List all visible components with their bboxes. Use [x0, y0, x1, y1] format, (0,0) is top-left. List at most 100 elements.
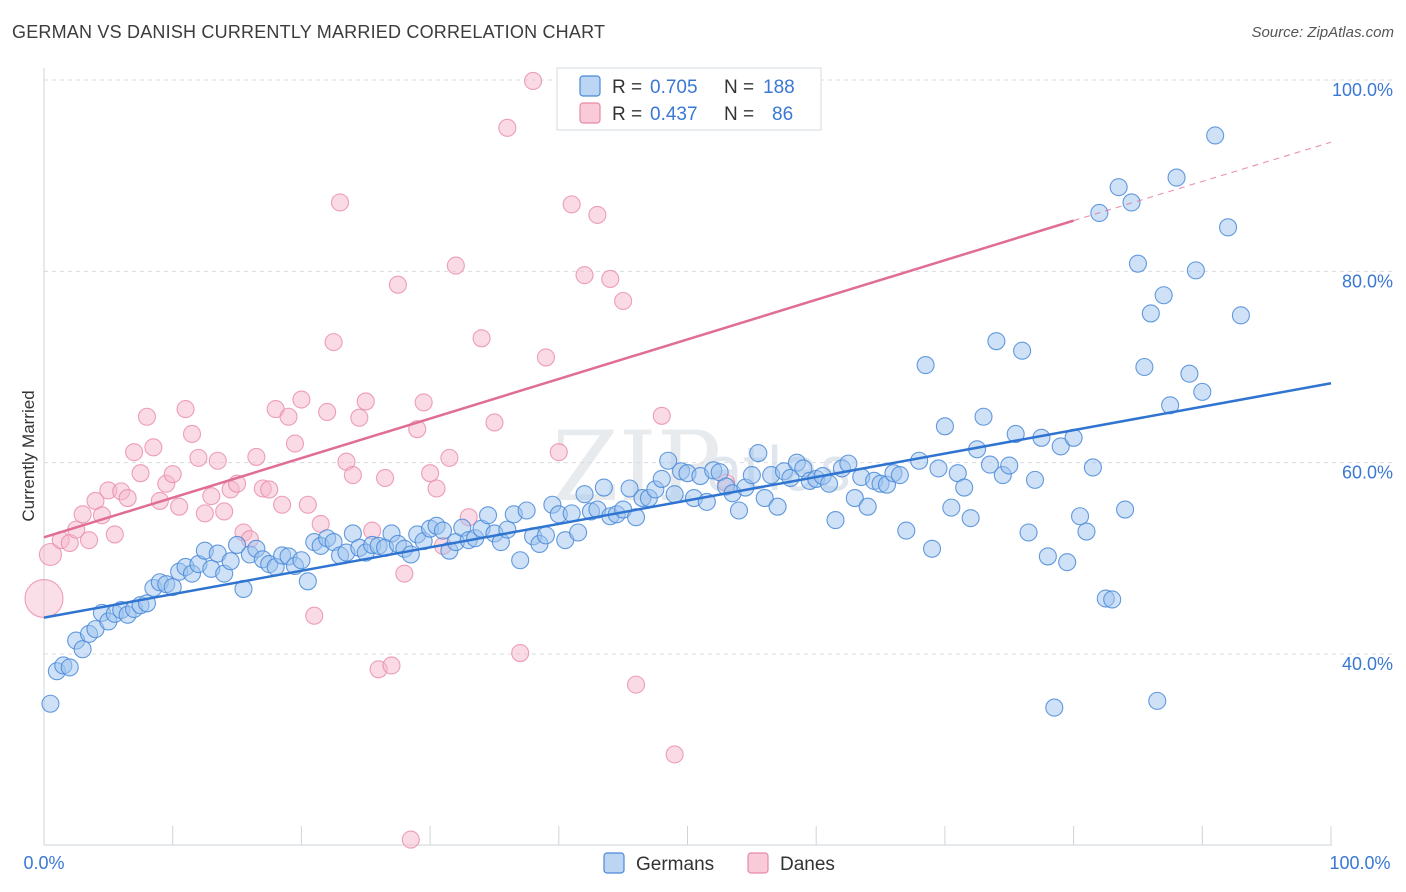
germans-point: [659, 451, 678, 470]
germans-point: [922, 539, 942, 558]
germans-point: [536, 526, 555, 545]
germans-point: [820, 474, 839, 493]
danes-point: [79, 531, 99, 550]
y-tick-labels: 40.0% 60.0% 80.0% 100.0%: [1332, 80, 1393, 674]
danes-point: [665, 745, 684, 764]
germans-point: [935, 417, 954, 436]
germans-point: [845, 489, 864, 508]
danes-point: [247, 447, 266, 466]
germans-point: [569, 523, 588, 542]
germans-point: [826, 511, 845, 530]
danes-r-label: R =: [612, 104, 642, 125]
danes-trend-extension: [1073, 141, 1332, 222]
danes-point: [549, 443, 568, 462]
germans-r-value: 0.705: [650, 77, 698, 98]
danes-series-swatch: [747, 852, 769, 874]
danes-trend-line: [43, 219, 1074, 539]
danes-point: [298, 495, 317, 514]
danes-point: [511, 643, 530, 663]
danes-point: [350, 408, 369, 427]
danes-r-value: 0.437: [650, 104, 698, 125]
danes-point: [401, 830, 420, 849]
danes-point: [202, 487, 221, 506]
germans-point: [228, 535, 247, 554]
germans-point: [749, 444, 768, 463]
danes-point: [536, 348, 555, 367]
germans-point: [298, 572, 317, 591]
danes-point: [395, 564, 414, 583]
danes-point: [260, 480, 279, 499]
chart-title: GERMAN VS DANISH CURRENTLY MARRIED CORRE…: [12, 22, 606, 42]
danes-point: [575, 266, 594, 285]
danes-point: [208, 451, 227, 470]
germans-point: [73, 640, 92, 659]
germans-point: [1186, 261, 1205, 280]
danes-point: [382, 656, 401, 675]
germans-point: [910, 451, 929, 470]
danes-point: [131, 464, 150, 483]
danes-point: [376, 468, 395, 488]
germans-point: [1154, 286, 1173, 305]
germans-point: [987, 332, 1006, 351]
germans-point: [1218, 218, 1238, 237]
danes-point: [105, 525, 124, 544]
germans-point: [768, 497, 787, 516]
danes-point: [421, 464, 440, 483]
germans-point: [665, 485, 684, 504]
danes-point: [485, 413, 504, 432]
germans-point: [897, 521, 916, 540]
germans-point: [1070, 507, 1090, 526]
danes-point: [446, 256, 465, 275]
danes-point: [524, 71, 543, 91]
series-legend: Germans Danes: [603, 852, 835, 875]
danes-point: [440, 448, 459, 467]
germans-point: [961, 509, 980, 528]
danes-point: [414, 393, 433, 412]
germans-point: [1077, 522, 1096, 541]
germans-point: [575, 485, 594, 504]
germans-point: [1103, 590, 1122, 609]
danes-n-value: 86: [772, 104, 793, 125]
danes-point: [163, 465, 182, 484]
trend-lines: [43, 141, 1332, 619]
danes-point: [330, 193, 350, 212]
germans-point: [1038, 547, 1057, 566]
germans-point: [433, 521, 453, 540]
germans-point: [517, 501, 536, 520]
danes-point: [324, 333, 343, 352]
danes-point: [472, 329, 491, 348]
germans-point: [1167, 168, 1186, 187]
y-tick-label-60: 60.0%: [1342, 463, 1393, 483]
germans-point: [1135, 357, 1154, 377]
danes-point: [176, 400, 195, 419]
germans-point: [1013, 341, 1032, 360]
germans-n-label: N =: [724, 77, 754, 98]
danes-point: [279, 407, 298, 426]
danes-point: [170, 497, 189, 516]
danes-point: [273, 495, 292, 514]
germans-legend-swatch: [579, 75, 601, 97]
germans-point: [755, 489, 774, 508]
y-tick-label-40: 40.0%: [1342, 654, 1393, 674]
germans-point: [942, 498, 961, 517]
germans-point: [1019, 523, 1038, 542]
germans-point: [1116, 500, 1135, 519]
danes-point: [215, 502, 234, 521]
stats-legend-box: [556, 67, 822, 131]
germans-n-value: 188: [763, 77, 795, 98]
germans-point: [1109, 178, 1128, 197]
germans-point: [1006, 424, 1025, 444]
germans-point: [292, 551, 311, 570]
germans-point: [890, 466, 909, 485]
danes-point: [652, 406, 671, 425]
y-tick-label-100: 100.0%: [1332, 80, 1393, 100]
x-axis-ticks: [43, 826, 1332, 845]
danes-point: [189, 448, 208, 467]
danes-point: [614, 291, 633, 311]
germans-point: [858, 497, 877, 516]
germans-point: [1128, 254, 1147, 273]
danes-point: [356, 392, 375, 411]
germans-point: [1025, 470, 1045, 489]
germans-point: [980, 455, 999, 474]
